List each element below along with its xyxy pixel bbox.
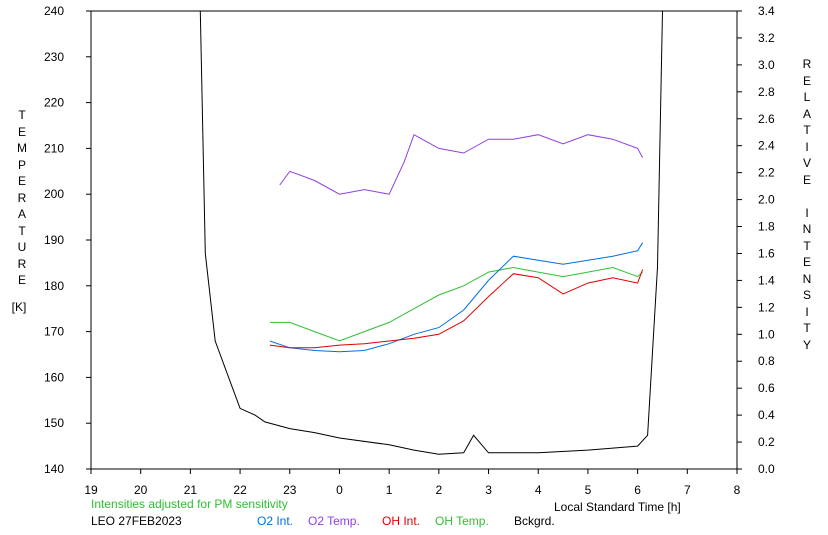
x-tick-label: 2 (436, 483, 443, 497)
x-tick-label: 0 (336, 483, 343, 497)
series-line-o2-int (269, 242, 644, 353)
legend-oh-temp: OH Temp. (435, 514, 489, 528)
y-left-tick-label: 160 (44, 370, 64, 384)
station-date-label: LEO 27FEB2023 (91, 514, 182, 528)
axes-layer (90, 10, 738, 470)
x-tick-label: 1 (386, 483, 393, 497)
y-left-tick-label: 170 (44, 325, 64, 339)
y-left-tick-label: 220 (44, 96, 64, 110)
y-axis-right-label: R E L A T I V E I N T E N S I T Y (802, 57, 812, 352)
legend-o2-temp: O2 Temp. (308, 514, 360, 528)
y-right-tick-label: 1.2 (758, 300, 775, 314)
x-tick-label: 20 (134, 483, 148, 497)
y-right-tick-label: 0.2 (758, 435, 775, 449)
y-right-tick-label: 3.2 (758, 31, 775, 45)
y-right-tick-label: 0.0 (758, 462, 775, 476)
y-axis-left-unit: [K] (11, 300, 27, 314)
x-tick-label: 19 (84, 483, 98, 497)
x-tick-label: 6 (634, 483, 641, 497)
y-right-tick-label: 2.0 (758, 193, 775, 207)
y-left-tick-label: 230 (44, 50, 64, 64)
y-right-tick-label: 3.4 (758, 4, 775, 18)
legend-o2-int: O2 Int. (257, 514, 294, 528)
x-axis-label: Local Standard Time [h] (554, 500, 681, 514)
y-right-tick-label: 2.8 (758, 85, 775, 99)
x-tick-label: 23 (283, 483, 297, 497)
y-left-tick-label: 140 (44, 462, 64, 476)
series-line-o2-temp (279, 133, 644, 195)
y-right-tick-label: 1.8 (758, 220, 775, 234)
x-tick-label: 3 (485, 483, 492, 497)
y-left-tick-label: 200 (44, 187, 64, 201)
legend-oh-int: OH Int. (382, 514, 421, 528)
y-left-tick-label: 190 (44, 233, 64, 247)
x-tick-label: 21 (184, 483, 198, 497)
legend-bckgrd: Bckgrd. (514, 514, 555, 528)
y-right-tick-label: 0.6 (758, 381, 775, 395)
ticks-layer: 1401501601701801902002102202302400.00.20… (44, 4, 775, 497)
y-right-tick-label: 2.4 (758, 139, 775, 153)
series-line-oh-int (269, 269, 644, 349)
y-right-tick-label: 1.4 (758, 273, 775, 287)
y-right-tick-label: 1.6 (758, 246, 775, 260)
y-left-tick-label: 150 (44, 416, 64, 430)
x-tick-label: 8 (734, 483, 741, 497)
y-right-tick-label: 2.2 (758, 166, 775, 180)
y-right-tick-label: 0.4 (758, 408, 775, 422)
series-line-oh-temp (269, 266, 643, 342)
y-left-tick-label: 240 (44, 4, 64, 18)
y-left-tick-label: 180 (44, 279, 64, 293)
y-left-tick-label: 210 (44, 141, 64, 155)
x-tick-label: 22 (233, 483, 247, 497)
y-right-tick-label: 1.0 (758, 327, 775, 341)
x-tick-label: 5 (585, 483, 592, 497)
y-right-tick-label: 0.8 (758, 354, 775, 368)
x-tick-label: 7 (684, 483, 691, 497)
x-tick-label: 4 (535, 483, 542, 497)
sensitivity-note: Intensities adjusted for PM sensitivity (91, 497, 288, 511)
y-axis-left-label: T E M P E R A T U R E (17, 108, 27, 287)
y-right-tick-label: 3.0 (758, 58, 775, 72)
series-line-bckgrd (199, 11, 663, 455)
y-right-tick-label: 2.6 (758, 112, 775, 126)
series-layer (199, 11, 663, 455)
